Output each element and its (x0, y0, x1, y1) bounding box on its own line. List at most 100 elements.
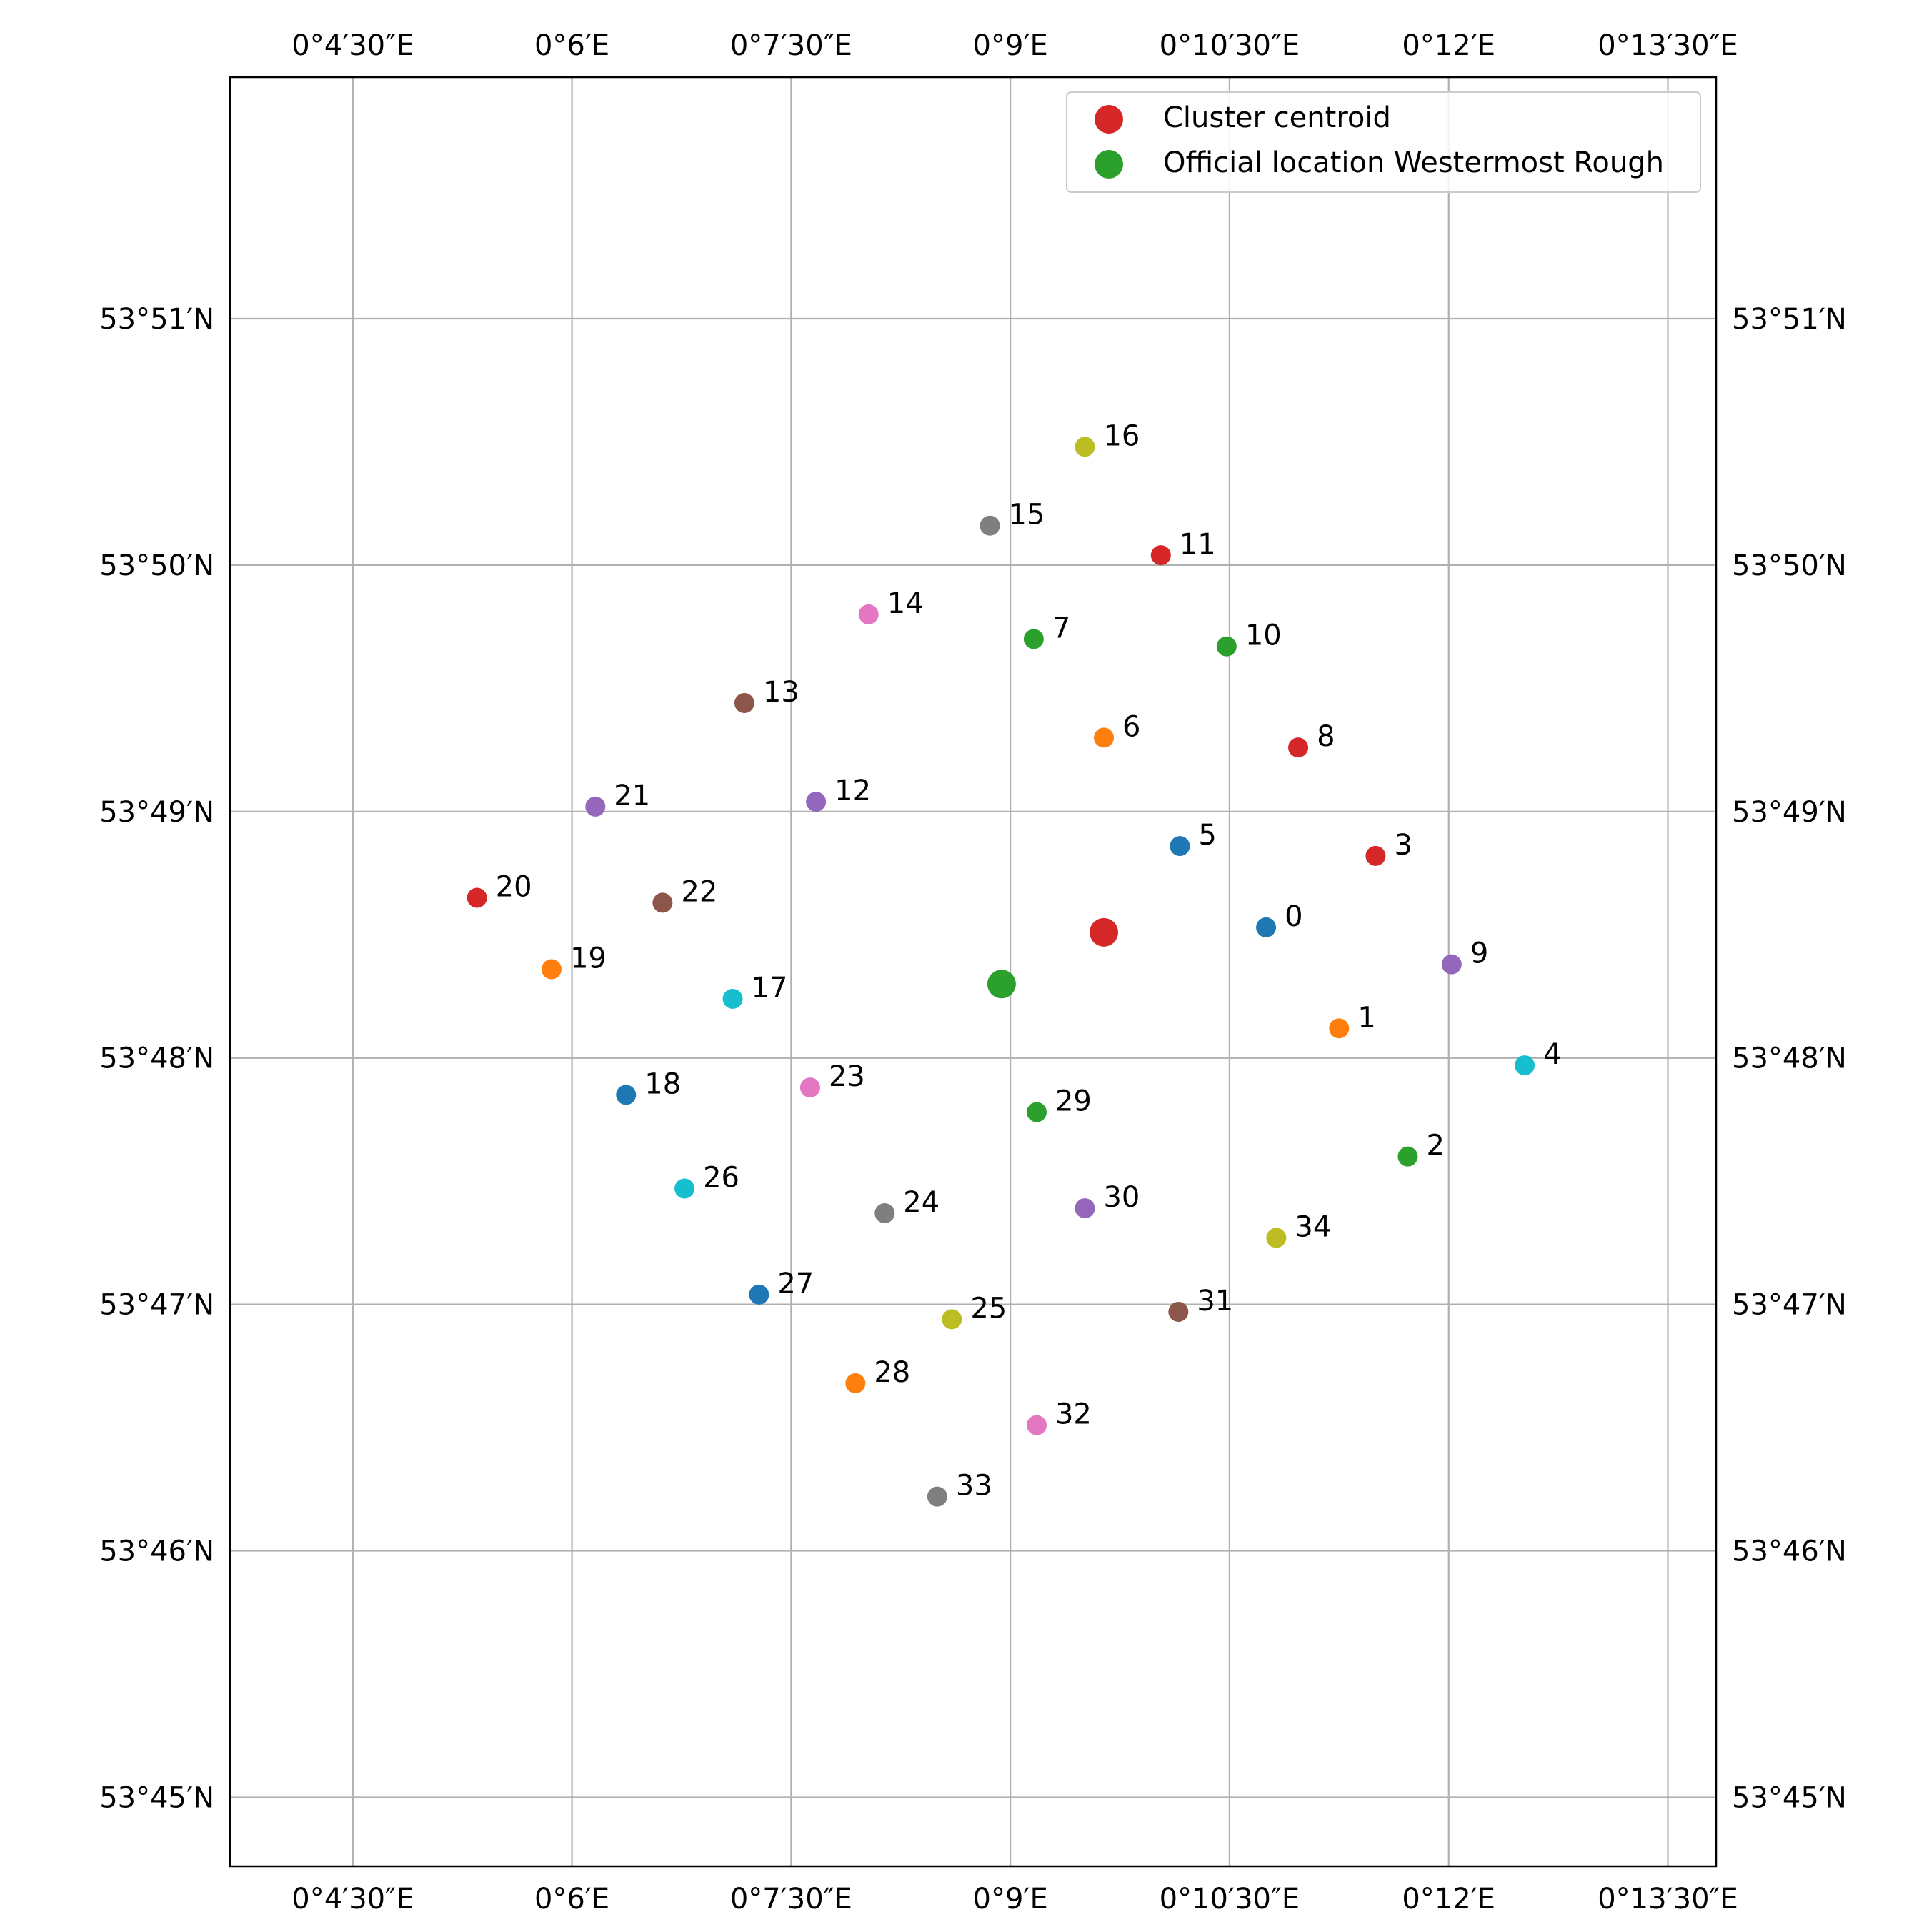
point-label-19: 19 (570, 942, 607, 975)
y-tick-label-left-6: 53°51′N (99, 303, 214, 336)
point-label-15: 15 (1009, 499, 1045, 532)
point-marker-11 (1150, 545, 1171, 566)
point-marker-12 (806, 792, 827, 812)
x-tick-label-top-1: 0°6′E (534, 29, 609, 62)
point-marker-34 (1266, 1228, 1287, 1248)
x-tick-label-top-6: 0°13′30″E (1597, 29, 1738, 62)
point-marker-19 (541, 959, 562, 980)
x-tick-label-top-5: 0°12′E (1402, 29, 1495, 62)
y-tick-label-right-2: 53°47′N (1732, 1289, 1847, 1322)
point-label-20: 20 (496, 871, 532, 904)
point-marker-16 (1075, 437, 1095, 457)
point-label-30: 30 (1103, 1181, 1140, 1214)
point-marker-7 (1023, 629, 1044, 649)
x-tick-label-top-4: 0°10′30″E (1160, 29, 1300, 62)
point-marker-20 (467, 887, 487, 908)
point-marker-27 (749, 1284, 769, 1305)
point-label-0: 0 (1285, 900, 1302, 933)
point-marker-13 (734, 693, 754, 714)
x-tick-label-bottom-1: 0°6′E (534, 1883, 609, 1916)
point-label-5: 5 (1198, 819, 1216, 852)
point-marker-10 (1216, 636, 1237, 657)
legend-label-cluster-centroid: Cluster centroid (1163, 101, 1391, 134)
point-label-14: 14 (887, 587, 924, 620)
point-marker-18 (616, 1085, 637, 1105)
legend-marker-official-location (1095, 150, 1123, 179)
y-tick-label-right-5: 53°50′N (1732, 549, 1847, 582)
point-marker-3 (1365, 845, 1386, 866)
point-marker-31 (1168, 1301, 1189, 1322)
x-tick-label-bottom-2: 0°7′30″E (730, 1883, 852, 1916)
point-label-24: 24 (903, 1186, 939, 1219)
y-tick-label-left-0: 53°45′N (99, 1781, 214, 1814)
point-marker-22 (652, 892, 673, 913)
point-label-34: 34 (1295, 1210, 1331, 1243)
point-marker-4 (1515, 1055, 1535, 1076)
point-label-13: 13 (763, 676, 799, 709)
axis-ticks: 0°4′30″E 0°4′30″E 0°6′E 0°6′E 0°7′30″E 0°7′30… (99, 29, 1847, 1916)
x-tick-label-bottom-6: 0°13′30″E (1597, 1883, 1738, 1916)
point-marker-15 (980, 515, 1000, 536)
y-tick-label-left-2: 53°47′N (99, 1289, 214, 1322)
point-label-23: 23 (829, 1060, 865, 1093)
point-marker-32 (1026, 1415, 1047, 1435)
point-marker-9 (1441, 954, 1462, 975)
point-label-25: 25 (970, 1292, 1007, 1325)
point-marker-5 (1170, 836, 1190, 857)
point-label-11: 11 (1180, 528, 1216, 561)
point-label-28: 28 (874, 1356, 910, 1389)
point-marker-24 (874, 1203, 895, 1224)
point-marker-21 (585, 796, 606, 817)
point-marker-14 (858, 604, 879, 624)
point-label-3: 3 (1394, 829, 1412, 862)
point-marker-33 (927, 1486, 947, 1507)
point-label-16: 16 (1103, 419, 1140, 452)
data-points: 0123456789101112131415161718192021222324… (467, 419, 1562, 1507)
x-tick-label-bottom-5: 0°12′E (1402, 1883, 1495, 1916)
x-tick-label-top-2: 0°7′30″E (730, 29, 852, 62)
y-tick-label-left-3: 53°48′N (99, 1042, 214, 1075)
point-label-8: 8 (1317, 720, 1335, 753)
point-label-9: 9 (1470, 937, 1488, 970)
point-label-29: 29 (1055, 1085, 1092, 1118)
point-marker-1 (1329, 1018, 1350, 1039)
point-label-7: 7 (1052, 612, 1070, 644)
y-tick-label-right-4: 53°49′N (1732, 796, 1847, 829)
point-marker-25 (942, 1309, 962, 1330)
point-marker-0 (1256, 917, 1277, 937)
point-label-21: 21 (614, 780, 650, 812)
point-marker-8 (1288, 737, 1309, 758)
point-label-32: 32 (1055, 1398, 1092, 1431)
cluster-centroid-marker (1090, 917, 1119, 947)
y-tick-label-right-1: 53°46′N (1732, 1535, 1847, 1568)
legend-box (1066, 91, 1701, 193)
y-tick-label-left-5: 53°50′N (99, 549, 214, 582)
point-label-17: 17 (752, 972, 788, 1005)
legend-label-official-location: Official location Westermost Rough (1163, 146, 1664, 179)
point-label-4: 4 (1543, 1038, 1561, 1071)
y-tick-label-left-4: 53°49′N (99, 796, 214, 829)
legend: Cluster centroid Official location Weste… (1066, 91, 1701, 193)
plot-frame (229, 76, 1718, 1868)
y-tick-label-right-6: 53°51′N (1732, 303, 1847, 336)
point-marker-17 (722, 988, 743, 1009)
legend-marker-cluster-centroid (1095, 105, 1123, 134)
point-marker-30 (1075, 1198, 1095, 1219)
point-label-22: 22 (681, 875, 717, 908)
point-marker-28 (845, 1373, 866, 1393)
point-marker-29 (1026, 1102, 1047, 1122)
official-location-marker (987, 970, 1016, 999)
y-tick-label-left-1: 53°46′N (99, 1535, 214, 1568)
point-marker-23 (799, 1077, 820, 1098)
x-tick-label-top-3: 0°9′E (973, 29, 1048, 62)
y-tick-label-right-0: 53°45′N (1732, 1781, 1847, 1814)
point-marker-26 (674, 1178, 695, 1199)
x-tick-label-bottom-4: 0°10′30″E (1160, 1883, 1300, 1916)
point-label-6: 6 (1122, 710, 1140, 743)
point-marker-6 (1094, 727, 1115, 748)
point-label-1: 1 (1357, 1001, 1375, 1034)
point-label-31: 31 (1197, 1285, 1233, 1318)
y-tick-label-right-3: 53°48′N (1732, 1042, 1847, 1075)
